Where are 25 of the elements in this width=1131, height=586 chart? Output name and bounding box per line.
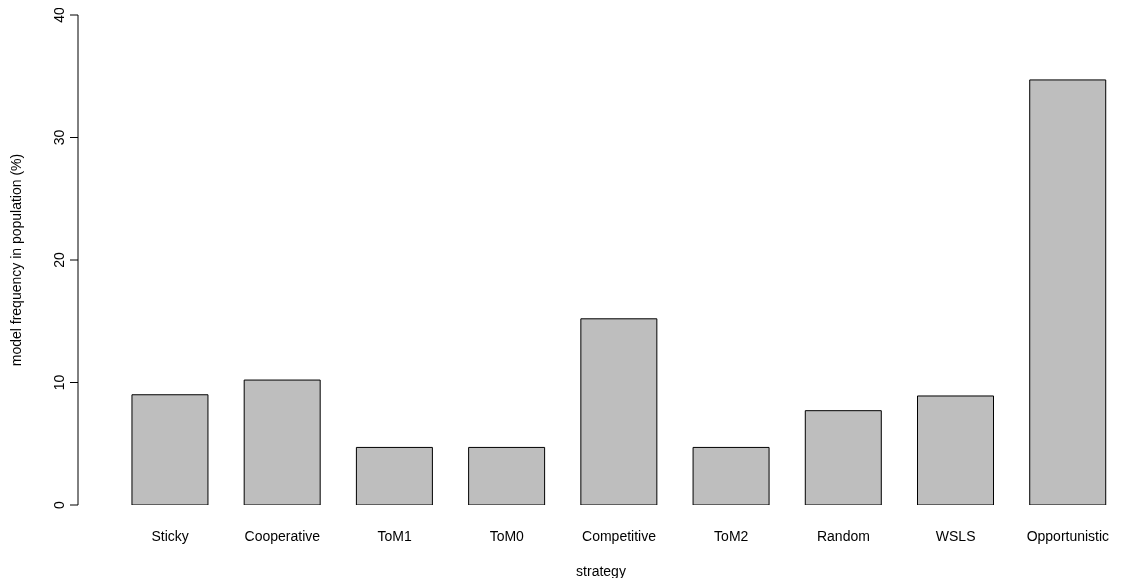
- bar: [243, 379, 321, 505]
- x-tick-label: ToM0: [489, 527, 525, 544]
- y-tick-label: 30: [51, 129, 67, 146]
- y-tick-label: 40: [51, 7, 67, 23]
- bar: [468, 446, 546, 505]
- y-tick-label: 0: [51, 500, 67, 509]
- x-tick-label: Random: [816, 527, 870, 544]
- x-tick-label: ToM2: [714, 527, 749, 544]
- y-tick-label: 10: [51, 374, 67, 391]
- x-tick-label: Opportunistic: [1026, 527, 1110, 544]
- bar: [355, 446, 433, 505]
- y-axis-title: model frequency in population (%): [7, 153, 24, 367]
- bar: [692, 446, 770, 505]
- bar: [580, 318, 658, 505]
- bar: [131, 394, 209, 505]
- x-tick-label: WSLS: [935, 527, 976, 544]
- x-tick-label: Competitive: [582, 527, 657, 544]
- x-tick-label: ToM1: [377, 527, 412, 544]
- x-axis-title: strategy: [576, 563, 626, 579]
- bar: [1029, 79, 1107, 505]
- x-tick-label: Sticky: [151, 527, 189, 544]
- y-tick-label: 20: [51, 252, 67, 268]
- x-tick-label: Cooperative: [244, 527, 321, 544]
- bar: [804, 410, 882, 505]
- bar: [917, 395, 995, 505]
